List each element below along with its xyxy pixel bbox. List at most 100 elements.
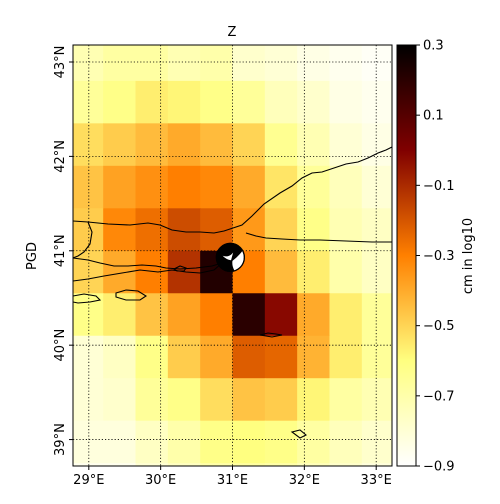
lon-tick-label: 33°E xyxy=(361,473,392,488)
heatmap-grid xyxy=(73,45,392,466)
heatmap-cell xyxy=(264,378,298,422)
heatmap-cell xyxy=(264,45,298,82)
colorbar-tick-label: 0.3 xyxy=(423,39,444,54)
heatmap-cell xyxy=(167,335,201,379)
marmara-coast-west xyxy=(73,293,102,304)
heatmap-cell xyxy=(264,165,298,209)
heatmap-cell xyxy=(135,208,169,252)
heatmap-cell xyxy=(297,420,331,464)
heatmap-cell xyxy=(103,420,137,464)
colorbar-gradient xyxy=(396,44,417,467)
heatmap-cell xyxy=(329,80,363,124)
heatmap-cell xyxy=(200,463,234,466)
heatmap-cell xyxy=(200,335,234,379)
heatmap-cell xyxy=(232,378,266,422)
heatmap-cell xyxy=(297,293,331,337)
lon-tick-label: 31°E xyxy=(217,473,248,488)
heatmap-cell xyxy=(103,80,137,124)
heatmap-cell xyxy=(73,123,104,167)
heatmap-cell xyxy=(103,250,137,294)
colorbar: 0.3 0.1 −0.1 −0.3 −0.5 −0.7 −0.9 cm in log10 xyxy=(396,39,476,475)
sakarya-coast xyxy=(245,232,392,243)
heatmap-cell xyxy=(73,463,104,466)
heatmap-cell xyxy=(73,250,104,294)
bosphorus-north-coast xyxy=(73,220,234,234)
heatmap-cell xyxy=(232,463,266,466)
colorbar-tick-label: −0.1 xyxy=(423,179,455,194)
heatmap-cell xyxy=(232,420,266,464)
heatmap-cell xyxy=(73,420,104,464)
lon-tick-label: 29°E xyxy=(73,473,104,488)
heatmap-cell xyxy=(361,250,392,294)
heatmap-cell xyxy=(329,250,363,294)
heatmap-cell xyxy=(167,293,201,337)
heatmap-cell xyxy=(73,80,104,124)
lat-tick-label: 43°N xyxy=(53,46,68,79)
heatmap-cell xyxy=(297,80,331,124)
heatmap-cell xyxy=(200,165,234,209)
heatmap-cell xyxy=(361,420,392,464)
heatmap-cell xyxy=(135,250,169,294)
heatmap-cell xyxy=(135,80,169,124)
heatmap-cell xyxy=(135,378,169,422)
heatmap-cell xyxy=(200,123,234,167)
heatmap-cell xyxy=(361,123,392,167)
beachball-dilatation-upper xyxy=(222,252,234,261)
heatmap-cell xyxy=(135,463,169,466)
colorbar-tick-label: −0.7 xyxy=(423,389,455,404)
heatmap-cell xyxy=(361,165,392,209)
heatmap-cell xyxy=(329,378,363,422)
beachball-outline xyxy=(215,242,245,272)
heatmap-cell xyxy=(200,80,234,124)
heatmap-cell xyxy=(297,378,331,422)
heatmap-cell xyxy=(361,293,392,337)
heatmap-cell xyxy=(232,80,266,124)
heatmap-cell xyxy=(167,123,201,167)
heatmap-cell xyxy=(297,45,331,82)
lon-tick-label: 30°E xyxy=(145,473,176,488)
heatmap-cell xyxy=(135,293,169,337)
small-lake xyxy=(290,429,307,439)
heatmap-cell xyxy=(73,165,104,209)
heatmap-cell xyxy=(232,123,266,167)
colorbar-tick-label: −0.9 xyxy=(423,460,455,475)
heatmap-cell xyxy=(232,165,266,209)
map-area xyxy=(73,45,392,466)
heatmap-cell xyxy=(329,208,363,252)
heatmap-cell xyxy=(232,208,266,252)
heatmap-cell xyxy=(103,165,137,209)
heatmap-cell xyxy=(232,45,266,82)
heatmap-cell xyxy=(264,123,298,167)
lat-tick-label: 41°N xyxy=(53,234,68,267)
black-sea-coast xyxy=(232,146,392,229)
heatmap-cell xyxy=(103,335,137,379)
graticule xyxy=(73,45,392,466)
heatmap-cell xyxy=(329,293,363,337)
heatmap-cell xyxy=(167,80,201,124)
heatmap-cell xyxy=(167,45,201,82)
heatmap-cell xyxy=(329,45,363,82)
heatmap-cell xyxy=(167,463,201,466)
heatmap-cell xyxy=(297,208,331,252)
reservoir xyxy=(259,332,283,338)
colorbar-label: cm in log10 xyxy=(461,218,476,294)
heatmap-cell xyxy=(135,165,169,209)
heatmap-cell xyxy=(167,420,201,464)
heatmap-cell xyxy=(297,335,331,379)
heatmap-cell xyxy=(264,293,298,337)
heatmap-cell xyxy=(167,378,201,422)
coastline xyxy=(73,146,392,439)
heatmap-cell xyxy=(264,463,298,466)
heatmap-cell xyxy=(73,45,104,82)
heatmap-cell xyxy=(264,420,298,464)
heatmap-cell xyxy=(103,463,137,466)
heatmap-cell xyxy=(361,463,392,466)
y-axis-label: PGD xyxy=(25,242,40,270)
heatmap-cell xyxy=(200,378,234,422)
heatmap-cell xyxy=(103,123,137,167)
bosphorus-strait xyxy=(73,221,93,259)
heatmap-cell xyxy=(329,165,363,209)
longitude-ticks: 29°E 30°E 31°E 32°E 33°E xyxy=(73,466,392,488)
